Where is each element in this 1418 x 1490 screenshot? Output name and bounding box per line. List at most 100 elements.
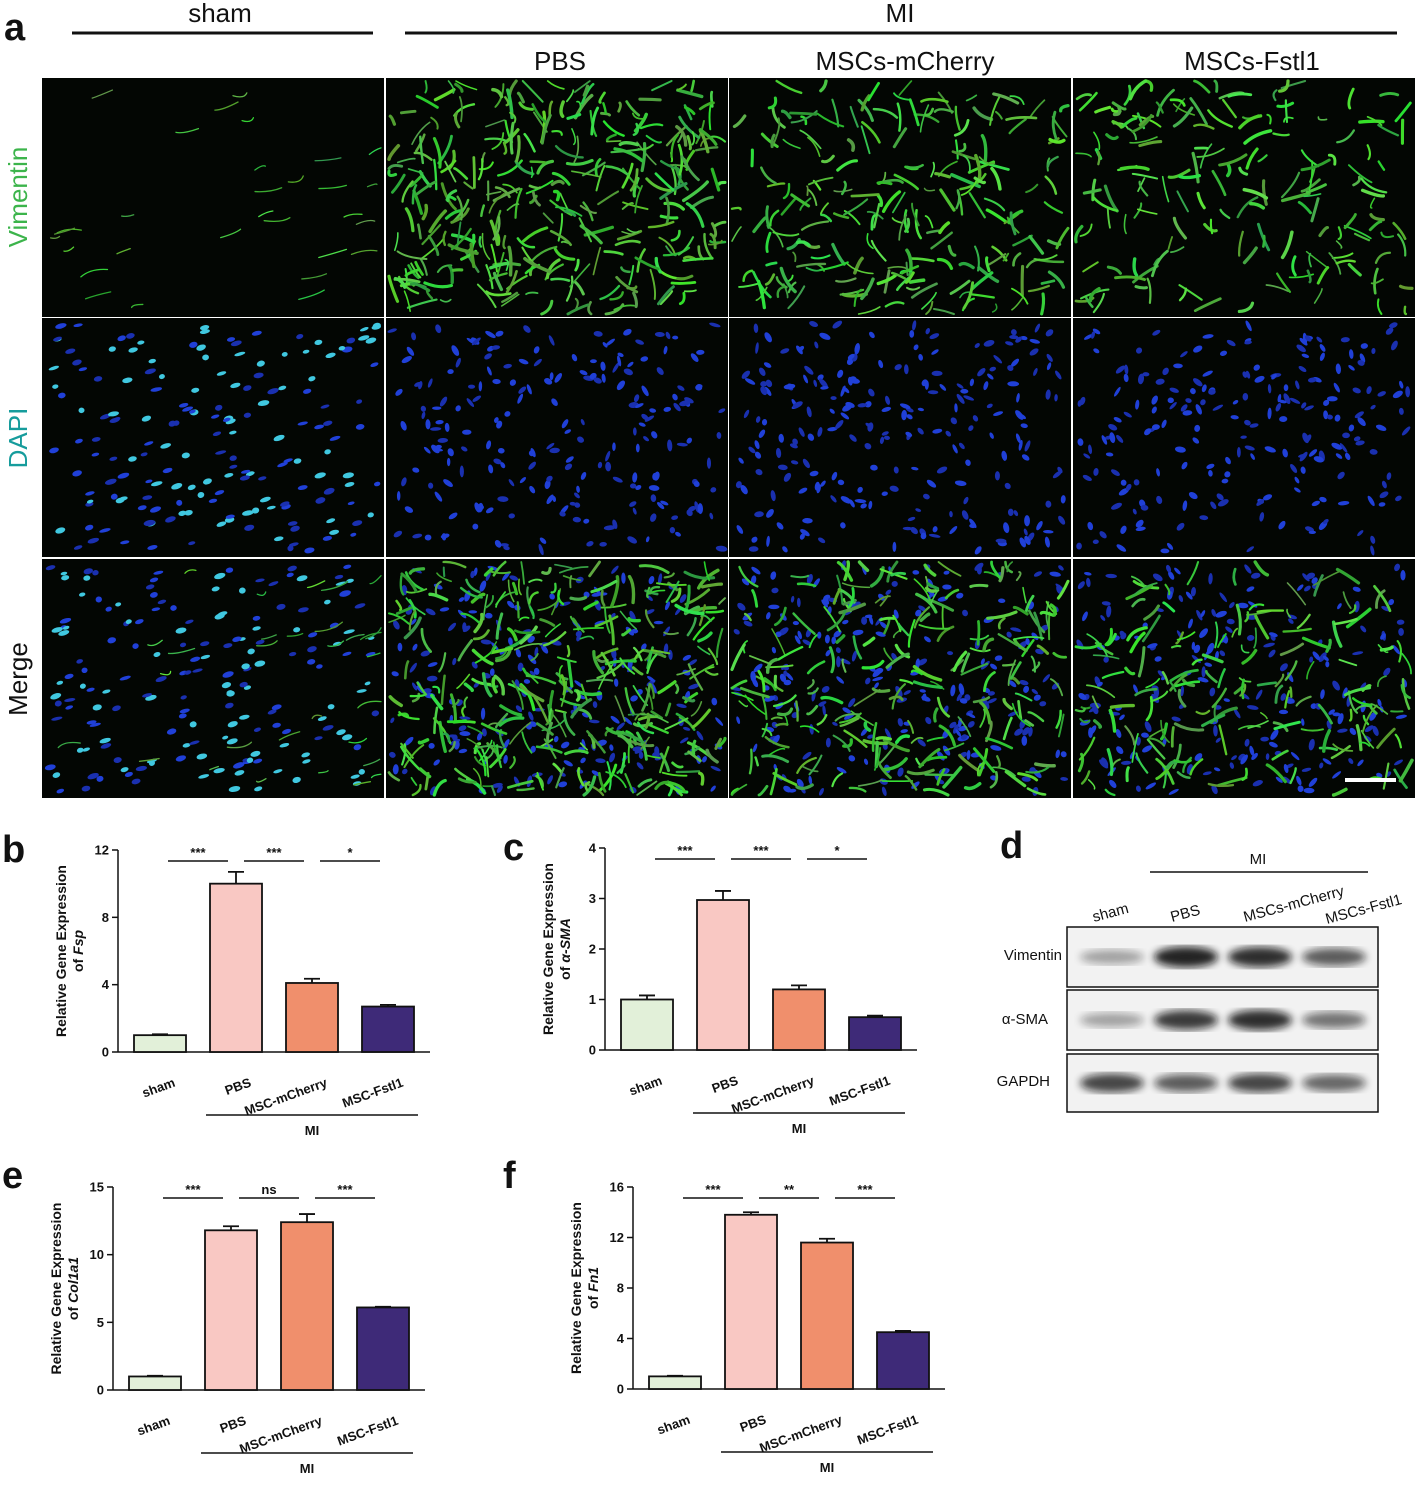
y-axis-label-gene: Fsp: [70, 929, 86, 954]
fiber: [1286, 100, 1287, 122]
bar: [649, 1376, 701, 1389]
y-axis-label: ofFsp: [70, 929, 86, 972]
bar: [286, 983, 338, 1052]
fiber: [448, 721, 465, 722]
micrograph: [42, 559, 384, 798]
y-axis-label-prefix: of: [557, 966, 573, 980]
nucleus: [1400, 570, 1405, 580]
fiber: [1258, 611, 1283, 612]
y-axis-label-gene: Fn1: [585, 1267, 601, 1292]
fiber: [1180, 176, 1200, 178]
blot-band: [1154, 1010, 1218, 1030]
blot-band: [1154, 1074, 1218, 1092]
y-axis-label-gene: α-SMA: [557, 918, 573, 962]
fiber: [620, 143, 637, 145]
fiber: [1263, 236, 1264, 246]
error-bar: [152, 1034, 168, 1035]
blot-band: [1154, 947, 1218, 968]
nucleus: [768, 605, 779, 610]
bar: [849, 1017, 901, 1050]
y-tick-label: 8: [617, 1281, 624, 1296]
bar: [205, 1230, 257, 1390]
fiber: [1036, 764, 1054, 766]
fiber: [401, 111, 415, 113]
row-label: DAPI: [3, 408, 33, 469]
significance-label: ***: [337, 1182, 353, 1197]
fiber: [1127, 768, 1128, 781]
significance-label: ***: [266, 845, 282, 860]
group-label: MI: [820, 1460, 834, 1475]
y-tick-label: 2: [589, 942, 596, 957]
column-title: PBS: [534, 46, 586, 76]
y-tick-label: 8: [102, 910, 109, 925]
fiber: [444, 568, 445, 577]
y-axis-label: Relative Gene Expression: [53, 865, 69, 1037]
bar: [129, 1376, 181, 1390]
fiber: [518, 602, 519, 617]
y-tick-label: 15: [90, 1180, 104, 1195]
blot-row-label: Vimentin: [1004, 947, 1062, 964]
blot-band: [1228, 947, 1292, 967]
fiber: [568, 646, 569, 656]
y-tick-label: 0: [102, 1045, 109, 1060]
y-axis-label: of Col1a1: [65, 1257, 81, 1320]
bar: [801, 1243, 853, 1389]
micrograph: [386, 318, 728, 557]
y-axis-label-prefix: of: [585, 1296, 601, 1310]
y-tick-label: 0: [617, 1382, 624, 1397]
fiber: [719, 182, 725, 184]
micrograph: [42, 78, 384, 317]
fiber: [796, 702, 797, 721]
y-tick-label: 12: [610, 1230, 624, 1245]
nucleus: [1342, 433, 1350, 439]
fiber: [1111, 706, 1133, 708]
blot-band: [1302, 948, 1366, 966]
bar: [210, 884, 262, 1052]
y-tick-label: 0: [97, 1383, 104, 1398]
fiber: [509, 247, 511, 275]
group-label: MI: [305, 1123, 319, 1138]
panel-letter: d: [1000, 825, 1023, 867]
fiber: [474, 158, 475, 188]
y-tick-label: 16: [610, 1180, 624, 1195]
y-axis-label-gene: Col1a1: [65, 1257, 81, 1303]
y-tick-label: 5: [97, 1315, 104, 1330]
significance-label: **: [784, 1182, 795, 1197]
fiber: [907, 263, 908, 275]
significance-label: ***: [705, 1182, 721, 1197]
group-label: sham: [188, 0, 252, 28]
group-label: MI: [792, 1121, 806, 1136]
fiber: [767, 207, 769, 228]
blot-band: [1228, 1074, 1292, 1093]
bar: [357, 1307, 409, 1390]
significance-label: ***: [185, 1182, 201, 1197]
error-bar: [375, 1307, 391, 1308]
fiber: [971, 585, 987, 586]
fiber: [852, 194, 879, 196]
y-axis-label-prefix: of: [65, 1307, 81, 1321]
y-tick-label: 10: [90, 1247, 104, 1262]
panel-letter: c: [503, 827, 524, 869]
fiber: [577, 691, 579, 700]
fiber: [910, 280, 923, 282]
fiber: [1136, 287, 1147, 288]
fiber: [1172, 728, 1173, 747]
y-tick-label: 0: [589, 1043, 596, 1058]
fiber: [511, 123, 513, 153]
group-label: MI: [886, 0, 915, 28]
significance-label: ***: [857, 1182, 873, 1197]
fiber: [1228, 165, 1230, 176]
row-label: Merge: [3, 642, 33, 716]
fiber: [1360, 121, 1383, 122]
nucleus: [447, 458, 450, 466]
row-label: Vimentin: [3, 147, 33, 248]
fiber: [1211, 220, 1212, 233]
y-axis-label: Relative Gene Expression: [48, 1203, 64, 1375]
fiber: [1042, 294, 1044, 314]
fiber: [570, 576, 571, 587]
y-tick-label: 1: [589, 992, 596, 1007]
column-title: MSCs-mCherry: [815, 46, 994, 76]
panel-letter: a: [4, 7, 26, 49]
fiber: [1405, 307, 1406, 314]
bar: [697, 900, 749, 1050]
